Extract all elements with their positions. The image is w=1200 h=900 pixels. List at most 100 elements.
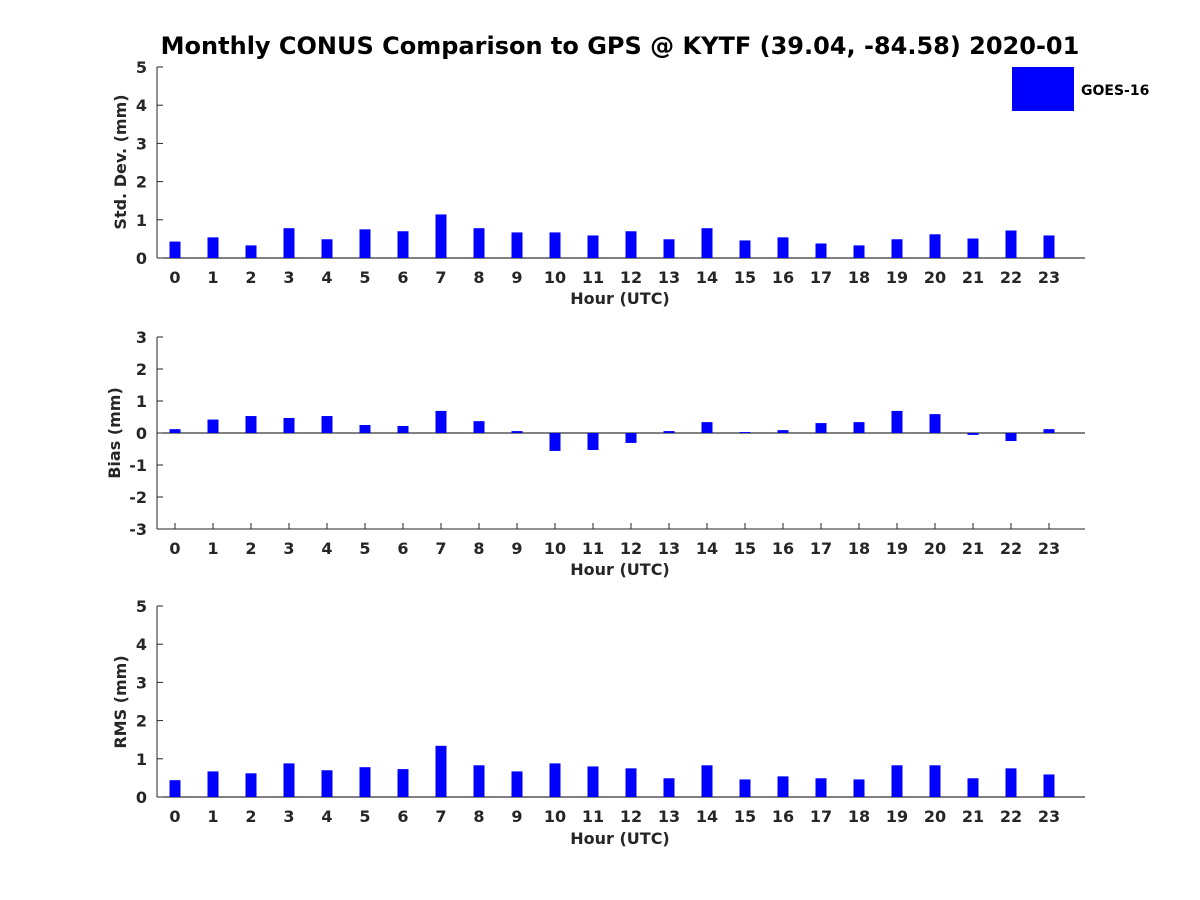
legend: GOES-16 (1012, 67, 1149, 111)
bar (473, 228, 485, 258)
bar (625, 768, 637, 797)
x-tick-label: 21 (962, 807, 984, 826)
x-tick-label: 5 (359, 807, 370, 826)
y-tick-label: 0 (136, 424, 147, 443)
y-tick-label: 3 (136, 328, 147, 347)
x-tick-label: 14 (696, 807, 718, 826)
y-tick-label: -3 (129, 520, 147, 539)
x-tick-label: 8 (473, 807, 484, 826)
x-tick-label: 11 (582, 539, 604, 558)
bar (321, 239, 333, 258)
y-axis-label: RMS (mm) (111, 655, 130, 748)
legend-swatch (1012, 67, 1074, 111)
x-tick-label: 23 (1038, 268, 1060, 287)
x-tick-label: 21 (962, 539, 984, 558)
x-tick-label: 13 (658, 807, 680, 826)
bar (701, 765, 713, 797)
bar (663, 778, 675, 797)
x-tick-label: 4 (321, 807, 332, 826)
x-tick-label: 14 (696, 539, 718, 558)
x-tick-label: 2 (245, 539, 256, 558)
bar (625, 231, 637, 258)
x-axis-label: Hour (UTC) (570, 829, 670, 848)
bar (473, 421, 485, 433)
x-tick-label: 6 (397, 807, 408, 826)
bar (587, 766, 599, 797)
bar (967, 433, 979, 435)
x-tick-label: 9 (511, 807, 522, 826)
bar (777, 776, 789, 797)
bar (435, 745, 447, 797)
x-tick-label: 19 (886, 539, 908, 558)
x-tick-label: 18 (848, 807, 870, 826)
y-tick-label: 1 (136, 750, 147, 769)
bar (587, 433, 599, 450)
x-tick-label: 15 (734, 539, 756, 558)
x-tick-label: 10 (544, 539, 566, 558)
bar (701, 228, 713, 258)
x-tick-label: 12 (620, 268, 642, 287)
y-tick-label: 0 (136, 788, 147, 807)
bar (359, 229, 371, 258)
x-tick-label: 10 (544, 807, 566, 826)
x-tick-label: 0 (169, 807, 180, 826)
y-tick-label: 2 (136, 712, 147, 731)
bar (853, 422, 865, 433)
bar (929, 234, 941, 258)
y-tick-label: 4 (136, 635, 147, 654)
y-axis-label: Std. Dev. (mm) (111, 94, 130, 229)
x-tick-label: 9 (511, 539, 522, 558)
bar (929, 414, 941, 433)
y-tick-label: -2 (129, 488, 147, 507)
x-tick-label: 22 (1000, 539, 1022, 558)
x-axis-label: Hour (UTC) (570, 289, 670, 308)
bar (397, 231, 409, 258)
x-tick-label: 16 (772, 539, 794, 558)
bar (511, 232, 523, 258)
x-tick-label: 3 (283, 539, 294, 558)
bar (207, 237, 219, 258)
bar (1043, 429, 1055, 433)
x-tick-label: 17 (810, 539, 832, 558)
x-tick-label: 22 (1000, 807, 1022, 826)
x-tick-label: 14 (696, 268, 718, 287)
bar (701, 422, 713, 433)
bar (283, 417, 295, 433)
bar (321, 416, 333, 433)
bar (815, 778, 827, 797)
x-tick-label: 4 (321, 539, 332, 558)
bar (321, 770, 333, 797)
bar (169, 241, 181, 258)
y-tick-label: 2 (136, 360, 147, 379)
x-tick-label: 9 (511, 268, 522, 287)
x-tick-label: 18 (848, 268, 870, 287)
x-tick-label: 20 (924, 268, 946, 287)
bar (245, 245, 257, 258)
x-tick-label: 11 (582, 807, 604, 826)
bar (397, 769, 409, 797)
x-tick-label: 12 (620, 539, 642, 558)
bar (169, 780, 181, 797)
bar (663, 239, 675, 258)
x-tick-label: 16 (772, 807, 794, 826)
x-tick-label: 21 (962, 268, 984, 287)
bar (815, 423, 827, 433)
x-tick-label: 12 (620, 807, 642, 826)
x-tick-label: 11 (582, 268, 604, 287)
bar (435, 410, 447, 433)
x-tick-label: 6 (397, 539, 408, 558)
bar (549, 763, 561, 797)
y-axis-label: Bias (mm) (105, 387, 124, 479)
x-tick-label: 16 (772, 268, 794, 287)
y-tick-label: 2 (136, 173, 147, 192)
x-tick-label: 13 (658, 539, 680, 558)
bar (587, 235, 599, 258)
bar (397, 425, 409, 433)
x-tick-label: 7 (435, 807, 446, 826)
x-tick-label: 2 (245, 807, 256, 826)
x-tick-label: 18 (848, 539, 870, 558)
bar (891, 239, 903, 258)
